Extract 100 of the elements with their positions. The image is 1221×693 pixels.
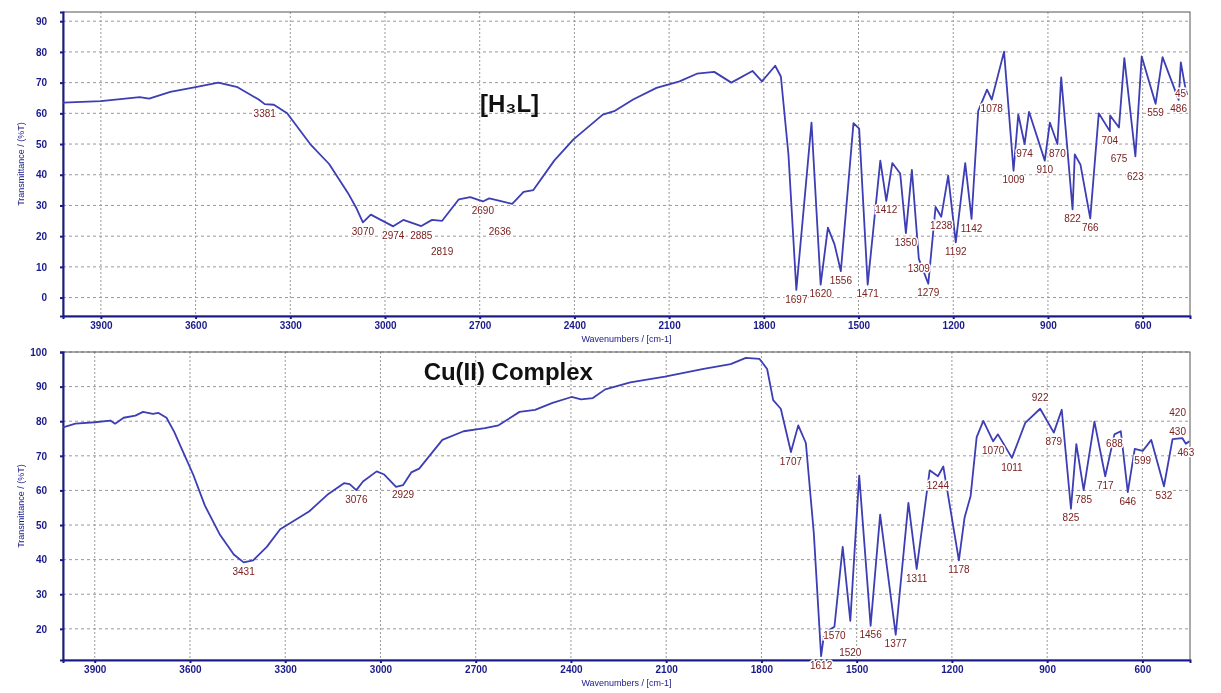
x-tick-label: 1200: [942, 320, 966, 332]
annotation: 2885: [410, 229, 433, 241]
x-tick-label: 3900: [90, 320, 113, 332]
x-axis-title: Wavenumbers / [cm-1]: [581, 678, 672, 688]
x-tick-label: 600: [1134, 320, 1152, 332]
annotation: 822: [1064, 213, 1082, 225]
annotation: 974: [1016, 147, 1034, 159]
x-tick-label: 3900: [84, 664, 107, 676]
annotation: 1011: [1001, 461, 1024, 473]
x-tick-label: 1800: [753, 320, 776, 332]
annotation: 2929: [391, 488, 415, 500]
y-tick-label: 80: [35, 415, 48, 427]
annotation: 532: [1155, 489, 1173, 501]
x-tick-label: 1800: [750, 664, 774, 676]
y-tick-label: 50: [35, 138, 48, 150]
annotation: 1142: [960, 222, 983, 234]
annotation: 559: [1147, 107, 1165, 119]
x-tick-label: 2700: [469, 320, 492, 332]
y-tick-label: 100: [30, 346, 48, 358]
y-tick-label: 90: [35, 15, 48, 27]
annotation: 704: [1101, 134, 1119, 146]
annotation: 675: [1110, 153, 1128, 165]
annotation: 1697: [785, 293, 808, 305]
x-tick-label: 1500: [846, 664, 869, 676]
x-tick-label: 600: [1134, 664, 1152, 676]
annotation: 1279: [917, 287, 940, 299]
annotation: 766: [1081, 221, 1100, 233]
annotation: 910: [1036, 164, 1054, 176]
annotation: 1412: [875, 204, 898, 216]
annotation: 1078: [980, 103, 1004, 115]
annotation: 1178: [948, 563, 971, 575]
x-tick-label: 3600: [184, 320, 208, 332]
annotation: 1070: [982, 444, 1005, 456]
annotation: 879: [1045, 436, 1063, 448]
y-tick-label: 80: [35, 46, 48, 58]
annotation: 430: [1169, 425, 1187, 437]
y-tick-label: 10: [35, 261, 48, 273]
annotation: 1471: [856, 288, 880, 300]
annotation: 1192: [945, 245, 967, 257]
y-axis-title: Transmittance / (%T): [16, 122, 26, 206]
annotation: 486: [1170, 103, 1188, 115]
annotation: 599: [1134, 454, 1152, 466]
annotation: 420: [1169, 407, 1187, 419]
annotation: 1009: [1002, 174, 1026, 186]
text: [H₃L]: [479, 90, 540, 118]
annotation: 3076: [345, 493, 368, 505]
x-tick-label: 3300: [274, 664, 298, 676]
y-tick-label: 60: [35, 485, 48, 497]
x-tick-label: 3000: [369, 664, 393, 676]
x-tick-label: 2700: [465, 664, 488, 676]
annotation: 2974: [382, 229, 405, 241]
annotation: 463: [1177, 447, 1195, 459]
chart-title: Cu(II) Complex: [423, 357, 594, 385]
x-tick-label: 2400: [563, 320, 587, 332]
y-tick-label: 30: [35, 200, 48, 212]
annotation: 1570: [823, 630, 846, 642]
annotation: 785: [1075, 493, 1093, 505]
y-tick-label: 90: [35, 381, 48, 393]
y-tick-label: 20: [35, 230, 48, 242]
x-tick-label: 2100: [658, 320, 682, 332]
x-tick-label: 3300: [279, 320, 303, 332]
annotation: 870: [1049, 147, 1067, 159]
annotation: 3381: [253, 107, 277, 119]
x-tick-label: 1200: [941, 664, 964, 676]
y-tick-label: 30: [35, 588, 48, 600]
x-tick-label: 900: [1040, 320, 1058, 332]
y-tick-label: 70: [35, 450, 48, 462]
y-tick-label: 40: [35, 169, 48, 181]
annotation: 1377: [884, 638, 908, 650]
y-tick-label: 40: [35, 554, 48, 566]
y-tick-label: 50: [35, 519, 48, 531]
annotation: 1456: [859, 629, 883, 641]
annotation: 3431: [232, 566, 256, 578]
y-tick-label: 20: [35, 623, 48, 635]
annotation: 1311: [905, 572, 928, 584]
y-tick-label: 0: [41, 292, 48, 304]
annotation: 1612: [809, 659, 833, 671]
y-tick-label: 60: [35, 108, 48, 120]
annotation: 623: [1127, 170, 1145, 182]
x-tick-label: 900: [1039, 664, 1057, 676]
x-tick-label: 3600: [179, 664, 203, 676]
annotation: 2690: [471, 205, 495, 217]
annotation: 825: [1062, 512, 1080, 524]
annotation: 1620: [809, 288, 833, 300]
annotation: 1520: [839, 646, 862, 658]
y-tick-label: 70: [35, 77, 48, 89]
annotation: 922: [1031, 392, 1049, 404]
annotation: 1707: [779, 455, 803, 467]
x-tick-label: 2100: [655, 664, 679, 676]
x-axis-title: Wavenumbers / [cm-1]: [581, 334, 672, 344]
x-tick-label: 2400: [560, 664, 583, 676]
annotation: 717: [1096, 479, 1115, 491]
annotation: 646: [1119, 495, 1137, 507]
x-tick-label: 3000: [374, 320, 398, 332]
annotation: 1350: [894, 236, 918, 248]
annotation: 2636: [488, 226, 512, 238]
x-tick-label: 1500: [847, 320, 871, 332]
annotation: 1556: [829, 274, 853, 286]
y-axis-title: Transmittance / (%T): [16, 464, 26, 548]
annotation: 3070: [351, 225, 375, 237]
